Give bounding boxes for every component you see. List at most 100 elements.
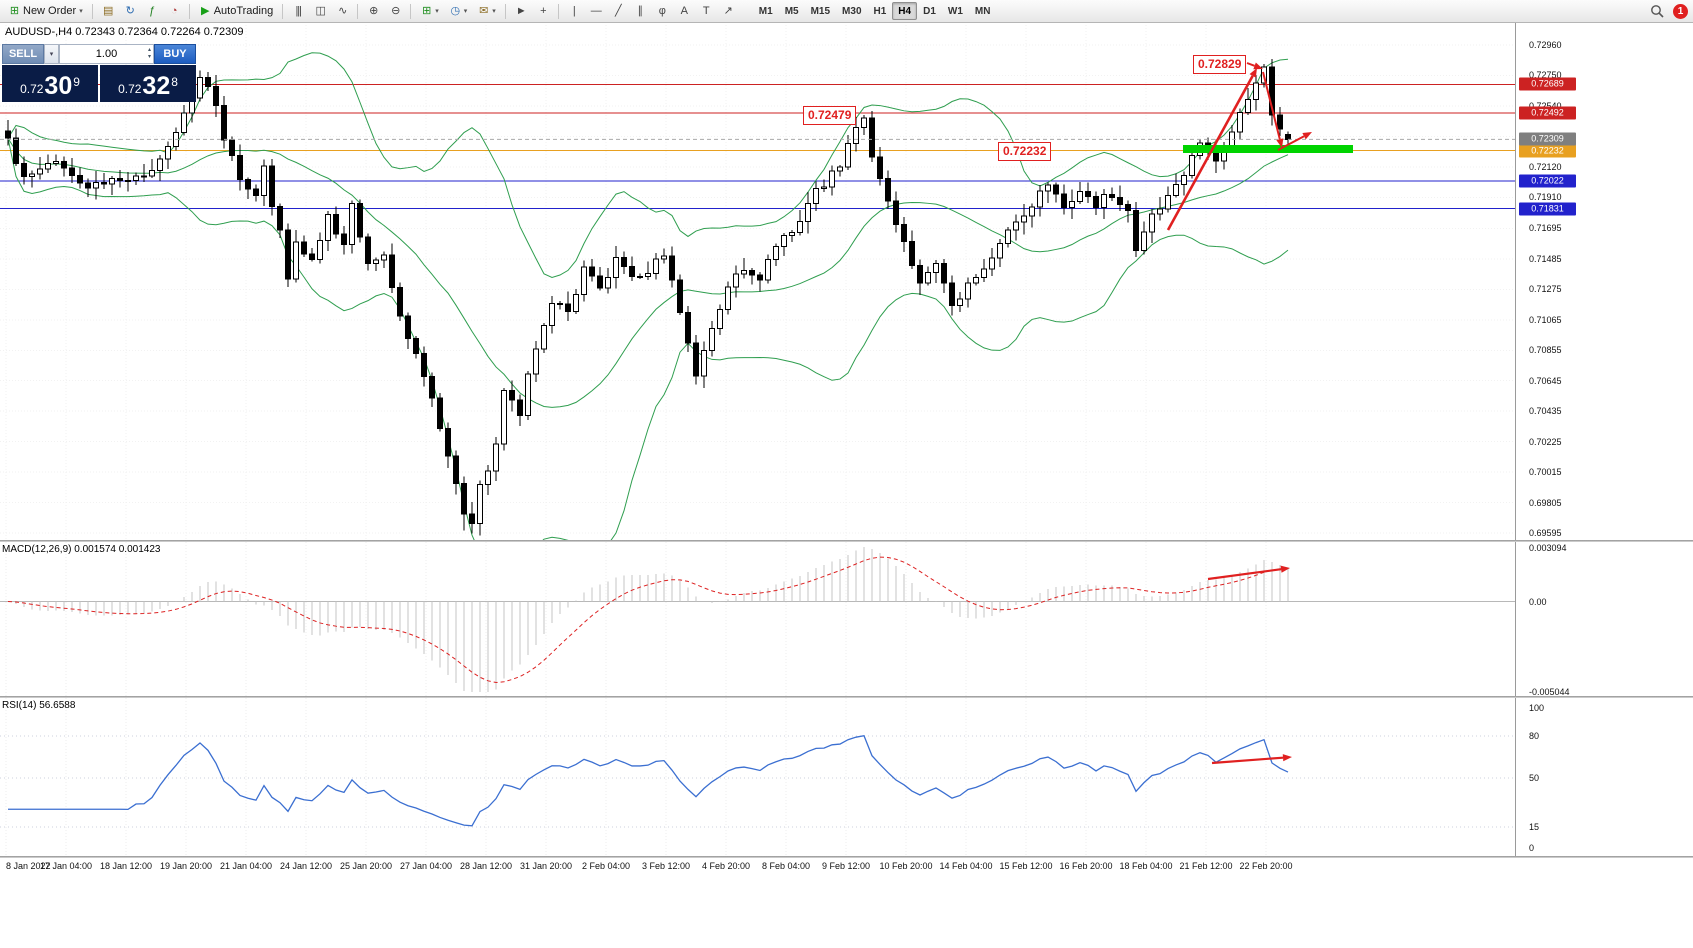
price-tick: 0.70435 bbox=[1529, 406, 1562, 417]
indicators-icon-button[interactable]: ƒ bbox=[141, 2, 163, 21]
flag-72479[interactable]: 0.72479 bbox=[803, 106, 857, 125]
zoom-in-icon-button[interactable]: ⊕ bbox=[362, 2, 384, 21]
timeframe-button-mn[interactable]: MN bbox=[969, 2, 997, 20]
channel-icon-button[interactable]: ∥ bbox=[629, 2, 651, 21]
timeframe-button-w1[interactable]: W1 bbox=[942, 2, 969, 20]
horizontal-line-icon-button[interactable]: — bbox=[585, 2, 607, 21]
sell-button[interactable]: SELL bbox=[2, 44, 44, 64]
time-axis-label: 8 Feb 04:00 bbox=[761, 861, 811, 871]
price-tick: 0.72540 bbox=[1529, 101, 1562, 111]
fibonacci-icon-glyph: φ bbox=[658, 4, 666, 17]
buy-price-display[interactable]: 0.72 32 8 bbox=[100, 65, 196, 102]
volume-spinner[interactable]: ▴ ▾ bbox=[148, 47, 151, 61]
timeframe-button-m30[interactable]: M30 bbox=[836, 2, 867, 20]
volume-input[interactable]: 1.00 ▴ ▾ bbox=[59, 44, 154, 64]
rsi-panel[interactable]: RSI(14) 56.6588 bbox=[0, 698, 1515, 856]
templates-icon-glyph: ✉ bbox=[479, 4, 488, 17]
candlestick-icon-glyph: ◫ bbox=[315, 4, 326, 17]
caret-down-icon: ▾ bbox=[492, 8, 496, 15]
new-chart-icon-button[interactable]: ⊞ ▾ bbox=[415, 2, 444, 21]
panel-divider-1[interactable] bbox=[0, 540, 1693, 542]
annotation-arrows-layer bbox=[1166, 62, 1312, 231]
fibonacci-icon-button[interactable]: φ bbox=[651, 2, 673, 21]
candlestick-chart-canvas[interactable] bbox=[0, 22, 1515, 540]
panel-divider-2[interactable] bbox=[0, 696, 1693, 698]
cursor-icon-button[interactable]: ► bbox=[510, 2, 532, 21]
main-chart[interactable]: AUDUSD-,H4 0.72343 0.72364 0.72264 0.723… bbox=[0, 22, 1515, 540]
sell-price-main: 0.72 bbox=[20, 81, 44, 96]
period-icon-button[interactable]: ◷ ▾ bbox=[444, 2, 473, 21]
rsi-scale-label: 80 bbox=[1529, 731, 1540, 741]
timeframe-button-m1[interactable]: M1 bbox=[753, 2, 779, 20]
zoom-in-icon-glyph: ⊕ bbox=[369, 4, 378, 17]
timeframe-button-m5[interactable]: M5 bbox=[779, 2, 805, 20]
new-order-button[interactable]: ⊞ New Order ▾ bbox=[3, 2, 88, 21]
time-axis[interactable]: 8 Jan 2022 17 Jan 04:00 18 Jan 12:00 19 Jan… bbox=[0, 858, 1515, 876]
line-chart-icon-button[interactable]: ∿ bbox=[331, 2, 353, 21]
alerts-icon-glyph: ◔ bbox=[170, 4, 178, 17]
flag-72829[interactable]: 0.72829 bbox=[1193, 55, 1247, 74]
toolbar: ⊞ New Order ▾ ▤ ↻ ƒ ◔ ▶ AutoTrading ||| ◫ ∿ ⊕ ⊖ ⊞ ▾ ◷ ▾ ✉ ▾… bbox=[0, 0, 1693, 23]
macd-scale: 0.003094 0.00 -0.005044 bbox=[1515, 542, 1693, 697]
timeframe-button-d1[interactable]: D1 bbox=[917, 2, 942, 20]
price-tick: 0.70015 bbox=[1529, 467, 1562, 478]
label-icon-button[interactable]: T bbox=[695, 2, 717, 21]
rsi-scale-label: 0 bbox=[1529, 843, 1535, 853]
sell-price-display[interactable]: 0.72 30 9 bbox=[2, 65, 98, 102]
arrow-tool-icon-glyph: ↗ bbox=[723, 4, 733, 17]
time-axis-label: 18 Jan 12:00 bbox=[99, 861, 153, 871]
new-chart-icon-glyph: ⊞ bbox=[422, 4, 431, 17]
macd-histogram bbox=[15, 547, 1289, 692]
candles-layer bbox=[5, 59, 1291, 536]
zoom-out-icon-glyph: ⊖ bbox=[391, 4, 400, 17]
profiles-icon-button[interactable]: ▤ bbox=[97, 2, 119, 21]
alerts-icon-button[interactable]: ◔ bbox=[163, 2, 185, 21]
zoom-out-icon-button[interactable]: ⊖ bbox=[384, 2, 406, 21]
sell-price-pipette: 9 bbox=[73, 75, 80, 89]
toolbar-separator bbox=[282, 3, 284, 19]
timeframe-button-h4[interactable]: H4 bbox=[892, 2, 918, 20]
price-scale[interactable]: 0.729600.727500.725400.723300.721200.719… bbox=[1515, 22, 1693, 540]
one-click-trading-widget: SELL ▾ 1.00 ▴ ▾ BUY 0.72 30 9 0.72 32 8 bbox=[2, 44, 196, 102]
buy-button[interactable]: BUY bbox=[154, 44, 196, 64]
crosshair-icon-button[interactable]: + bbox=[532, 2, 554, 21]
one-click-options-dropdown[interactable]: ▾ bbox=[44, 44, 59, 64]
templates-icon-button[interactable]: ✉ ▾ bbox=[472, 2, 501, 21]
current-price-tag: 0.72309 bbox=[1519, 132, 1576, 146]
arrow-tool-icon-button[interactable]: ↗ bbox=[717, 2, 739, 21]
search-icon[interactable] bbox=[1650, 4, 1664, 18]
text-icon-glyph: A bbox=[680, 4, 688, 17]
refresh-icon-button[interactable]: ↻ bbox=[119, 2, 141, 21]
spinner-down-icon[interactable]: ▾ bbox=[147, 54, 151, 60]
toolbar-separator bbox=[91, 3, 93, 19]
caret-down-icon: ▾ bbox=[463, 8, 468, 15]
time-axis-label: 16 Feb 20:00 bbox=[1059, 861, 1113, 871]
time-axis-label: 28 Jan 12:00 bbox=[459, 861, 513, 871]
autotrading-button[interactable]: ▶ AutoTrading bbox=[194, 2, 279, 21]
rsi-scale-label: 50 bbox=[1529, 773, 1540, 783]
notification-badge[interactable]: 1 bbox=[1673, 3, 1688, 19]
caret-down-icon: ▾ bbox=[79, 8, 83, 15]
time-axis-label: 14 Feb 04:00 bbox=[939, 861, 993, 871]
timeframe-button-h1[interactable]: H1 bbox=[868, 2, 893, 20]
candlestick-icon-button[interactable]: ◫ bbox=[309, 2, 331, 21]
macd-scale-label: 0.00 bbox=[1529, 596, 1547, 607]
timeframe-button-m15[interactable]: M15 bbox=[805, 2, 836, 20]
macd-panel[interactable]: MACD(12,26,9) 0.001574 0.001423 bbox=[0, 542, 1515, 696]
time-axis-label: 27 Jan 04:00 bbox=[399, 861, 453, 871]
bar-chart-icon-button[interactable]: ||| bbox=[287, 2, 309, 21]
spinner-up-icon[interactable]: ▴ bbox=[147, 47, 151, 53]
rsi-scale-label: 15 bbox=[1529, 822, 1540, 832]
price-tick: 0.71695 bbox=[1529, 223, 1562, 234]
bar-chart-icon-glyph: ||| bbox=[295, 4, 302, 17]
price-tick: 0.71065 bbox=[1529, 314, 1562, 325]
trendline-icon-button[interactable]: ╱ bbox=[607, 2, 629, 21]
time-axis-label: 31 Jan 20:00 bbox=[519, 861, 573, 871]
panel-divider-3[interactable] bbox=[0, 856, 1693, 858]
price-tag-072232: 0.72232 bbox=[1519, 144, 1576, 158]
rsi-scale: 100 80 50 15 0 bbox=[1515, 698, 1693, 856]
trendline-icon-glyph: ╱ bbox=[614, 4, 622, 17]
vertical-line-icon-button[interactable]: | bbox=[563, 2, 585, 21]
flag-72232[interactable]: 0.72232 bbox=[998, 142, 1052, 161]
text-icon-button[interactable]: A bbox=[673, 2, 695, 21]
